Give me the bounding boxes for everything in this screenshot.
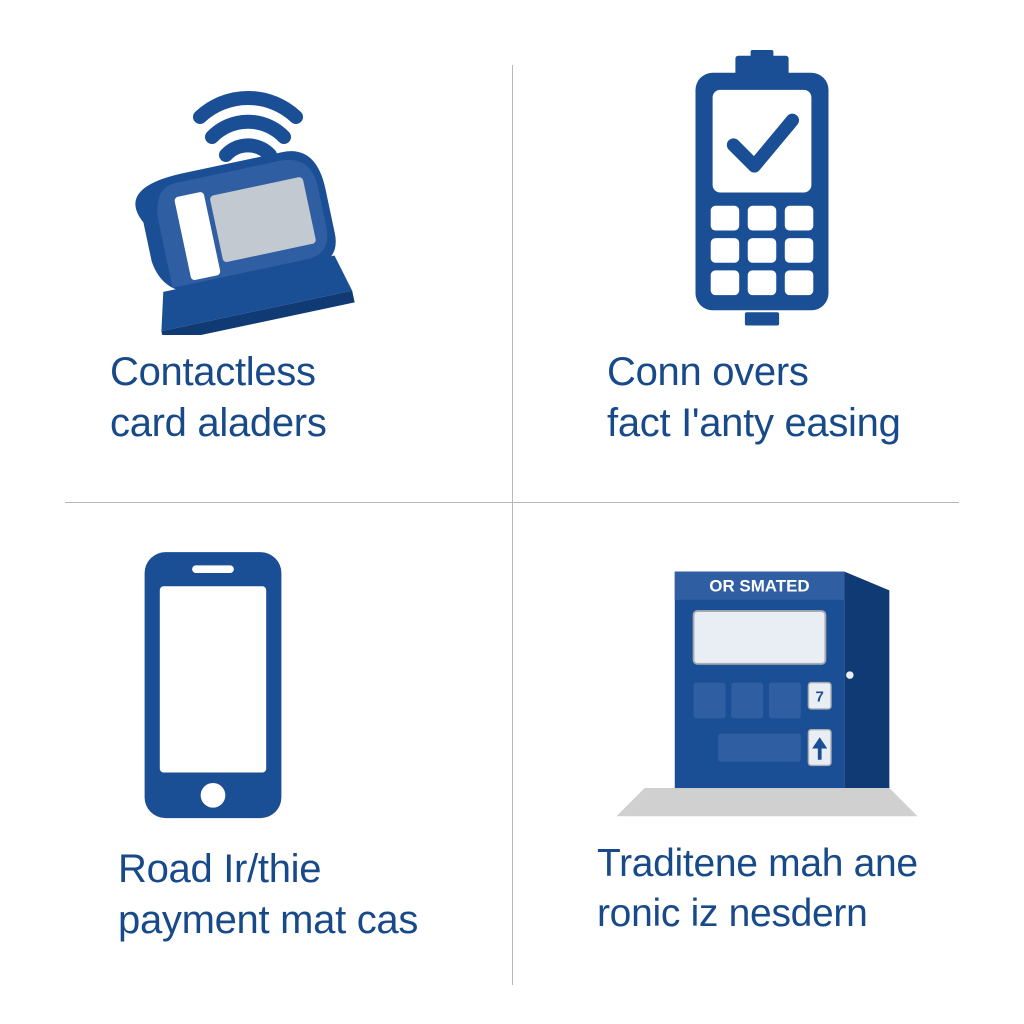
smartphone-icon (118, 542, 378, 832)
contactless-reader-icon (110, 55, 370, 335)
pos-terminal-icon (607, 50, 917, 335)
vertical-divider (512, 65, 513, 985)
label-line: ronic iz nesdern (597, 892, 868, 935)
cell-kiosk: OR SMATED 7 Traditene mah ane (512, 512, 1024, 1024)
label-line: card aladers (110, 401, 327, 445)
label-line: payment mat cas (118, 898, 418, 942)
smartphone-label: Road Ir/thie payment mat cas (118, 844, 418, 946)
contactless-label: Contactless card aladers (110, 347, 327, 449)
cell-smartphone: Road Ir/thie payment mat cas (0, 512, 512, 1024)
kiosk-key-text: 7 (816, 688, 824, 705)
cell-contactless: Contactless card aladers (0, 0, 512, 512)
pos-label: Conn overs fact I'anty easing (607, 347, 901, 449)
cell-pos-terminal: Conn overs fact I'anty easing (512, 0, 1024, 512)
kiosk-header-text: OR SMATED (709, 576, 809, 595)
infographic-grid: Contactless card aladers (0, 0, 1024, 1024)
horizontal-divider (65, 502, 959, 503)
label-line: Conn overs (607, 350, 809, 394)
label-line: Contactless (110, 350, 316, 394)
label-line: Road Ir/thie (118, 847, 321, 891)
label-line: fact I'anty easing (607, 401, 901, 445)
kiosk-icon: OR SMATED 7 (597, 542, 937, 827)
label-line: Traditene mah ane (597, 842, 918, 885)
kiosk-label: Traditene mah ane ronic iz nesdern (597, 839, 918, 939)
